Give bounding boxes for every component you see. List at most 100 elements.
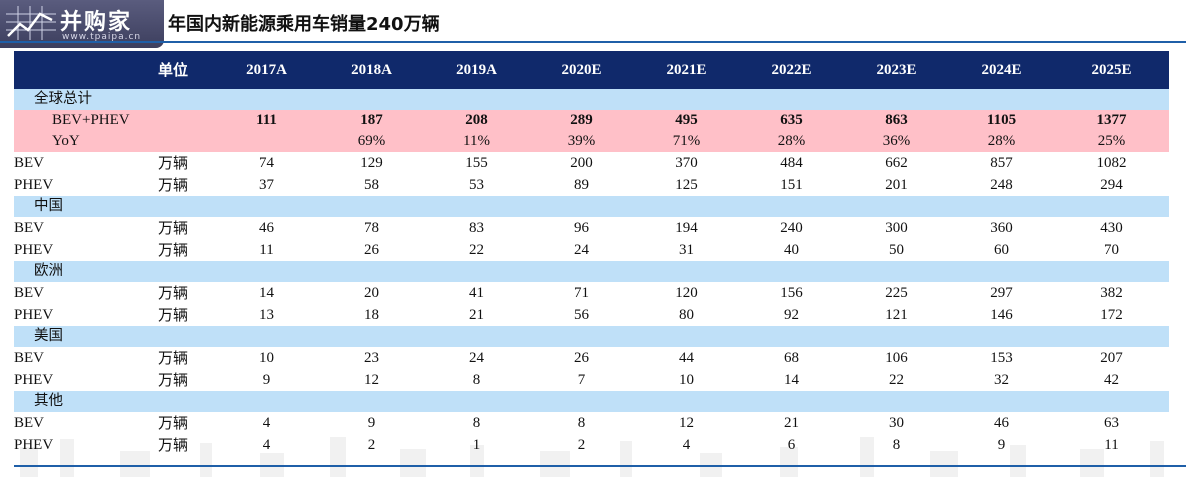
table-cell: 46: [994, 414, 1009, 431]
table-cell: 24: [469, 349, 484, 366]
table-cell: 56: [574, 306, 589, 323]
row-label: PHEV: [14, 371, 54, 388]
table-cell: 11: [259, 241, 274, 258]
table-cell: 74: [259, 154, 274, 171]
table-cell: 40: [784, 241, 799, 258]
section-label: 美国: [14, 326, 1169, 347]
table-cell: 42: [1104, 371, 1119, 388]
table-cell: 382: [1100, 284, 1123, 301]
table-cell: 69%: [319, 131, 424, 152]
row-unit: 万辆: [157, 305, 188, 324]
table-cell: 121: [885, 306, 908, 323]
header-year: 2018A: [319, 51, 424, 89]
site-logo[interactable]: 并购家 www.tpaipa.cn: [0, 0, 164, 48]
table-cell: 662: [885, 154, 908, 171]
table-cell: 28%: [739, 131, 844, 152]
row-label: PHEV: [14, 241, 54, 258]
background-skyline-decoration: [20, 437, 1164, 477]
table-cell: 8: [472, 414, 481, 431]
table-cell: 60: [994, 241, 1009, 258]
table-cell: 39%: [529, 131, 634, 152]
table-cell: 156: [780, 284, 803, 301]
table-cell: 187: [319, 110, 424, 131]
header-year: 2024E: [949, 51, 1054, 89]
table-cell: 96: [574, 219, 589, 236]
row-unit: 万辆: [157, 153, 188, 172]
table-cell: 18: [364, 306, 379, 323]
table-cell: 8: [892, 436, 901, 453]
table-cell: 12: [364, 371, 379, 388]
table-cell: 83: [469, 219, 484, 236]
header-year: 2021E: [634, 51, 739, 89]
table-cell: 370: [675, 154, 698, 171]
table-cell: 430: [1100, 219, 1123, 236]
table-row: BEV 万辆 10 23 24 26 44 68 106 153 207: [14, 347, 1169, 369]
row-unit: 万辆: [157, 370, 188, 389]
table-cell: 207: [1100, 349, 1123, 366]
table-cell: 294: [1100, 176, 1123, 193]
header-year: 2017A: [214, 51, 319, 89]
table-cell: 22: [469, 241, 484, 258]
header-year: 2022E: [739, 51, 844, 89]
table-cell: 21: [784, 414, 799, 431]
table-row: BEV 万辆 4 9 8 8 12 21 30 46 63: [14, 412, 1169, 434]
table-cell: 89: [574, 176, 589, 193]
table-cell: 129: [360, 154, 383, 171]
table-cell: 46: [259, 219, 274, 236]
table-cell: 24: [574, 241, 589, 258]
table-cell: 41: [469, 284, 484, 301]
table-cell: 200: [570, 154, 593, 171]
table-row: BEV 万辆 14 20 41 71 120 156 225 297 382: [14, 282, 1169, 304]
table-cell: 11%: [424, 131, 529, 152]
table-cell: 26: [574, 349, 589, 366]
table-cell: 58: [364, 176, 379, 193]
table-cell: 495: [634, 110, 739, 131]
header-year: 2023E: [844, 51, 949, 89]
table-cell: 225: [885, 284, 908, 301]
table-cell: 1082: [1096, 154, 1127, 171]
table-cell: 22: [889, 371, 904, 388]
table-cell: 151: [780, 176, 803, 193]
table-cell: 28%: [949, 131, 1054, 152]
section-label: 其他: [14, 391, 1169, 412]
table-cell: 146: [990, 306, 1013, 323]
table-cell: 6: [787, 436, 796, 453]
table-cell: 8: [577, 414, 586, 431]
row-unit: [132, 110, 214, 131]
section-row-usa: 美国: [14, 326, 1169, 347]
table-cell: 125: [675, 176, 698, 193]
table-cell: 201: [885, 176, 908, 193]
sales-table: 单位 2017A 2018A 2019A 2020E 2021E 2022E 2…: [14, 51, 1169, 456]
table-cell: 12: [679, 414, 694, 431]
section-label: 欧洲: [14, 261, 1169, 282]
section-row-others: 其他: [14, 391, 1169, 412]
table-cell: 172: [1100, 306, 1123, 323]
table-cell: 63: [1104, 414, 1119, 431]
section-row-europe: 欧洲: [14, 261, 1169, 282]
bottom-divider: [14, 465, 1186, 467]
table-cell: 155: [465, 154, 488, 171]
row-label: BEV: [14, 219, 44, 236]
table-cell: 7: [577, 371, 586, 388]
section-row-global: 全球总计: [14, 89, 1169, 110]
table-cell: 1377: [1054, 110, 1169, 131]
table-row: BEV 万辆 74 129 155 200 370 484 662 857 10…: [14, 152, 1169, 174]
row-unit: 万辆: [157, 283, 188, 302]
logo-url: www.tpaipa.cn: [62, 32, 142, 42]
row-label: BEV: [14, 414, 44, 431]
table-cell: 14: [259, 284, 274, 301]
page-title: 年国内新能源乘用车销量240万辆: [168, 14, 440, 35]
row-label: PHEV: [14, 176, 54, 193]
table-cell: 2: [577, 436, 586, 453]
row-unit: [132, 131, 214, 152]
header-unit: 单位: [132, 51, 214, 89]
table-cell: 71%: [634, 131, 739, 152]
table-cell: 68: [784, 349, 799, 366]
table-cell: 360: [990, 219, 1013, 236]
table-cell: 8: [472, 371, 481, 388]
row-unit: 万辆: [157, 240, 188, 259]
header-year: 2019A: [424, 51, 529, 89]
table-cell: 53: [469, 176, 484, 193]
table-cell: 2: [367, 436, 376, 453]
table-cell: 92: [784, 306, 799, 323]
